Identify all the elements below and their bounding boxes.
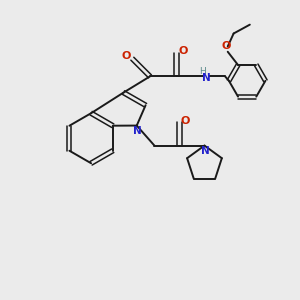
Text: O: O xyxy=(222,41,231,51)
Text: N: N xyxy=(133,126,142,136)
Text: N: N xyxy=(202,73,211,83)
Text: N: N xyxy=(201,146,209,157)
Text: O: O xyxy=(178,46,188,56)
Text: H: H xyxy=(199,67,206,76)
Text: O: O xyxy=(181,116,190,126)
Text: O: O xyxy=(122,51,131,62)
